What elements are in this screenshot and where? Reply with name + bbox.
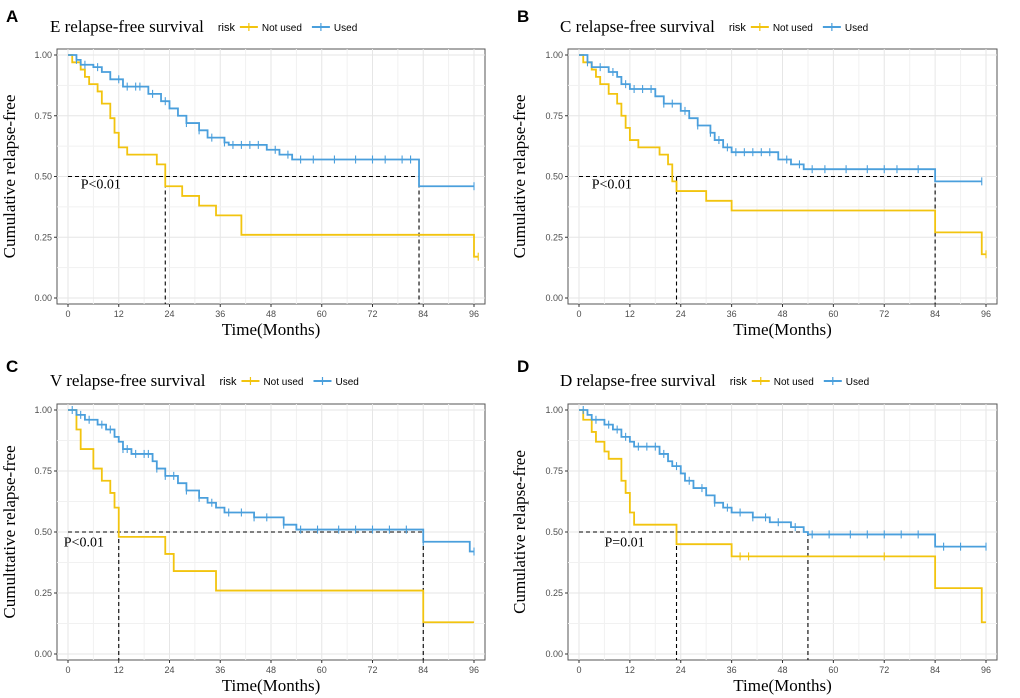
y-tick-label: 0.25: [545, 588, 563, 598]
x-tick-label: 0: [576, 665, 581, 675]
x-tick-label: 96: [469, 309, 479, 319]
x-tick-label: 84: [930, 309, 940, 319]
y-tick-label: 0.00: [34, 649, 52, 659]
y-tick-label: 0.50: [545, 172, 563, 182]
x-tick-label: 48: [266, 309, 276, 319]
y-tick-label: 0.50: [34, 527, 52, 537]
x-tick-label: 24: [676, 665, 686, 675]
y-axis-label: Cumulative relapse-free: [510, 95, 529, 259]
x-tick-label: 60: [317, 665, 327, 675]
y-tick-label: 0.50: [34, 172, 52, 182]
p-value-annotation: P<0.01: [81, 178, 121, 193]
x-axis-label: Time(Months): [222, 676, 321, 695]
x-tick-label: 12: [625, 309, 635, 319]
y-tick-label: 0.25: [545, 232, 563, 242]
x-tick-label: 96: [469, 665, 479, 675]
x-tick-label: 72: [367, 665, 377, 675]
y-axis-label: Cumulative relapse-free: [510, 450, 529, 614]
legend-title: risk: [219, 376, 237, 388]
chart-title: D relapse-free survival: [560, 371, 716, 390]
series-line-not-used: [579, 54, 986, 256]
x-tick-label: 72: [879, 309, 889, 319]
legend-title: risk: [730, 376, 748, 388]
x-tick-label: 84: [418, 665, 428, 675]
x-tick-label: 36: [727, 309, 737, 319]
panel-label: D: [517, 357, 529, 376]
y-tick-label: 0.00: [545, 293, 563, 303]
legend-label-not-used: Not used: [773, 23, 813, 34]
x-tick-label: 12: [114, 665, 124, 675]
x-tick-label: 48: [777, 309, 787, 319]
x-axis-label: Time(Months): [733, 676, 832, 695]
x-tick-label: 60: [828, 309, 838, 319]
chart-title: C relapse-free survival: [560, 17, 715, 36]
y-tick-label: 0.00: [34, 293, 52, 303]
x-tick-label: 24: [676, 309, 686, 319]
panel-d: D D relapse-free survival risk Not used Used…: [510, 357, 998, 695]
y-tick-label: 0.25: [34, 232, 52, 242]
panel-label: A: [6, 7, 18, 26]
x-tick-label: 36: [727, 665, 737, 675]
y-tick-label: 1.00: [545, 50, 563, 60]
y-tick-label: 0.00: [545, 649, 563, 659]
panel-a: A E relapse-free survival risk Not used Used…: [0, 7, 486, 339]
legend-title: risk: [729, 22, 747, 34]
x-tick-label: 0: [65, 309, 70, 319]
x-tick-label: 60: [317, 309, 327, 319]
x-axis-label: Time(Months): [222, 320, 321, 339]
y-tick-label: 0.50: [545, 527, 563, 537]
x-tick-label: 48: [266, 665, 276, 675]
legend-label-used: Used: [335, 377, 358, 388]
chart-title: V relapse-free survival: [50, 371, 206, 390]
x-tick-label: 96: [981, 665, 991, 675]
series-line-not-used: [68, 54, 479, 258]
x-tick-label: 24: [164, 309, 174, 319]
y-tick-label: 0.75: [545, 466, 563, 476]
x-tick-label: 60: [828, 665, 838, 675]
x-tick-label: 12: [114, 309, 124, 319]
p-value-annotation: P<0.01: [592, 178, 632, 193]
y-tick-label: 0.75: [545, 111, 563, 121]
legend-title: risk: [218, 22, 236, 34]
y-axis-label: Cumulttative relapse-free: [0, 445, 19, 618]
legend-label-used: Used: [846, 377, 869, 388]
x-tick-label: 0: [576, 309, 581, 319]
x-tick-label: 84: [418, 309, 428, 319]
x-tick-label: 12: [625, 665, 635, 675]
y-tick-label: 1.00: [34, 405, 52, 415]
series-line-used: [579, 409, 986, 548]
chart-title: E relapse-free survival: [50, 17, 204, 36]
x-tick-label: 96: [981, 309, 991, 319]
p-value-annotation: P<0.01: [64, 536, 104, 551]
p-value-annotation: P=0.01: [604, 536, 644, 551]
y-tick-label: 1.00: [545, 405, 563, 415]
legend-label-used: Used: [845, 23, 868, 34]
x-tick-label: 36: [215, 665, 225, 675]
y-axis-label: Cumulative relapse-free: [0, 95, 19, 259]
y-tick-label: 0.75: [34, 466, 52, 476]
x-tick-label: 0: [65, 665, 70, 675]
x-tick-label: 84: [930, 665, 940, 675]
x-axis-label: Time(Months): [733, 320, 832, 339]
legend-label-used: Used: [334, 23, 357, 34]
panel-b: B C relapse-free survival risk Not used Used…: [510, 7, 998, 339]
x-tick-label: 72: [367, 309, 377, 319]
x-tick-label: 24: [164, 665, 174, 675]
x-tick-label: 72: [879, 665, 889, 675]
panel-c: C V relapse-free survival risk Not used Used…: [0, 357, 486, 695]
legend-label-not-used: Not used: [774, 377, 814, 388]
series-line-not-used: [579, 409, 986, 624]
panel-label: C: [6, 357, 18, 376]
x-tick-label: 36: [215, 309, 225, 319]
legend-label-not-used: Not used: [263, 377, 303, 388]
y-tick-label: 0.25: [34, 588, 52, 598]
series-line-not-used: [68, 409, 474, 624]
y-tick-label: 0.75: [34, 111, 52, 121]
panel-label: B: [517, 7, 529, 26]
y-tick-label: 1.00: [34, 50, 52, 60]
legend-label-not-used: Not used: [262, 23, 302, 34]
x-tick-label: 48: [777, 665, 787, 675]
